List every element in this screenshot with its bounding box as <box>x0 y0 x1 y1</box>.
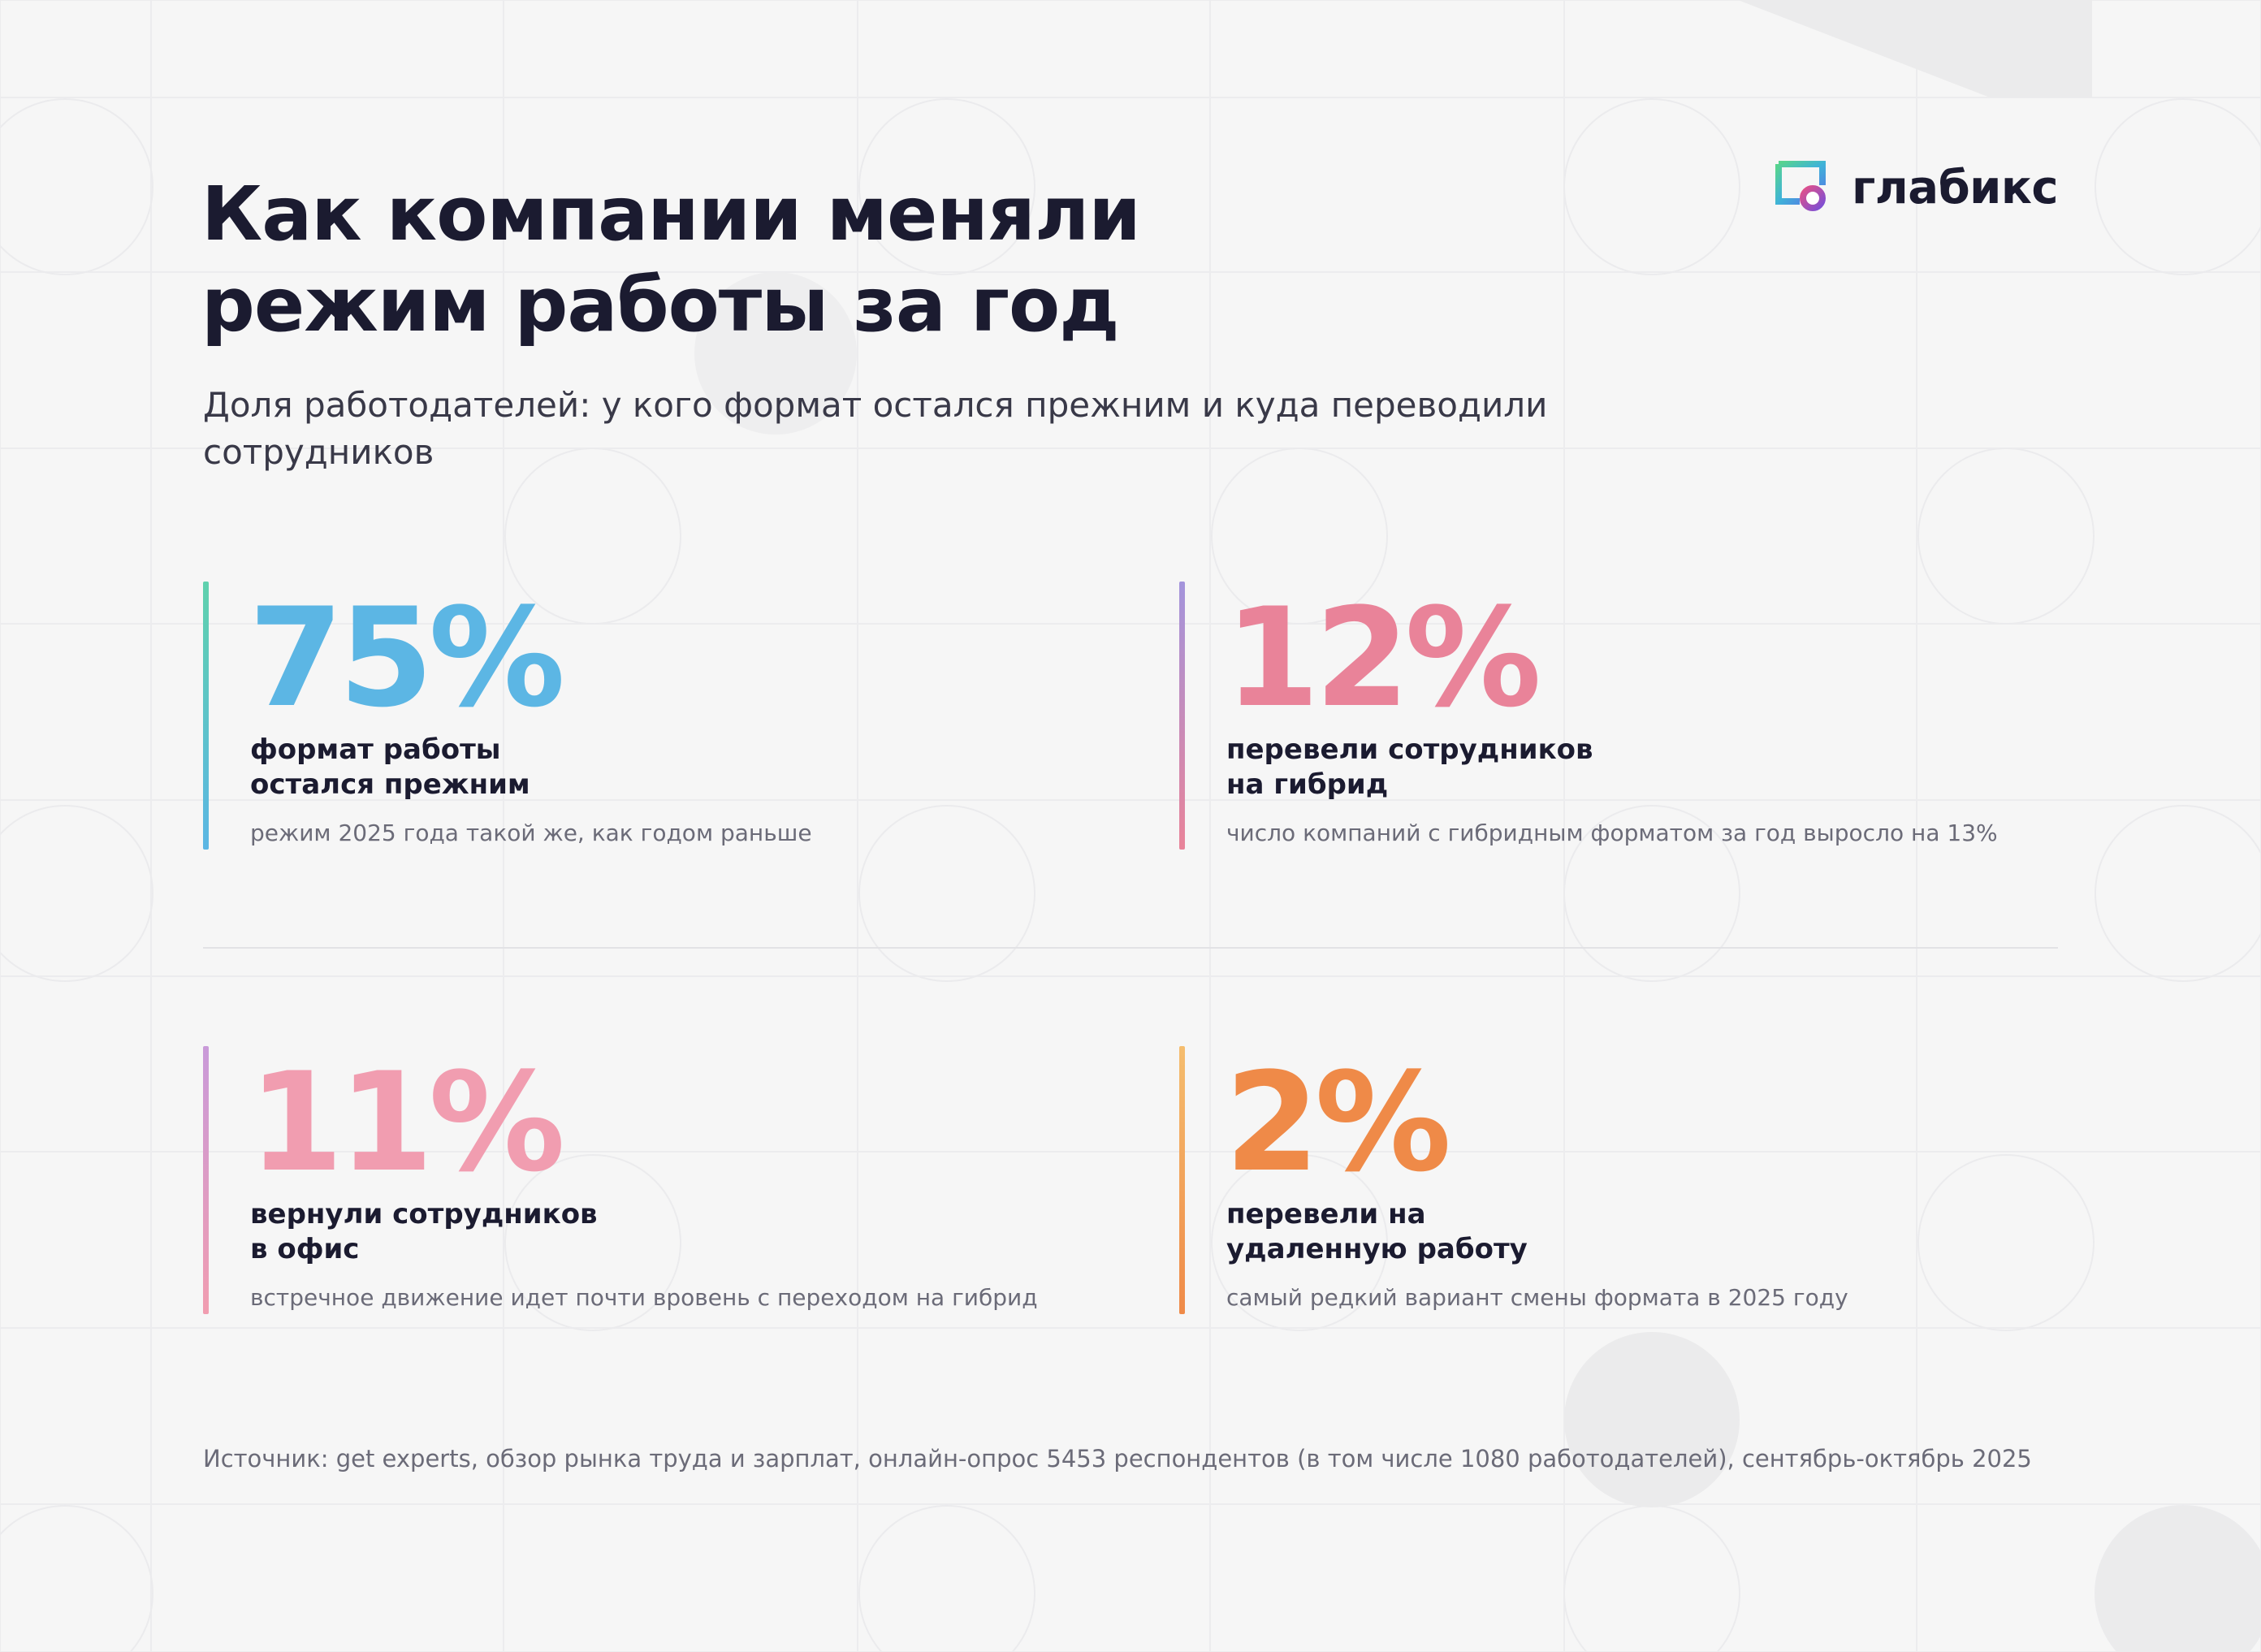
accent-bar <box>1179 582 1185 850</box>
page-title: Как компании меняли режим работы за год <box>201 169 1420 351</box>
brand-name: глабикс <box>1852 161 2059 214</box>
title-line-2: режим работы за год <box>201 262 1120 348</box>
grid-circle <box>1211 1154 1388 1331</box>
grid-circle <box>1563 98 1740 275</box>
source-note: Источник: get experts, обзор рынка труда… <box>203 1445 2032 1473</box>
grid-circle <box>504 448 681 625</box>
stat-label-line-1: вернули сотрудников <box>250 1198 598 1230</box>
accent-bar <box>1179 1046 1185 1314</box>
stat-value: 2% <box>1225 1043 1451 1202</box>
subtitle-line-1: Доля работодателей: у кого формат осталс… <box>203 385 1548 425</box>
stat-card-remote: 2% перевели на удаленную работу самый ре… <box>1179 1046 2105 1314</box>
grid-circle <box>0 1505 153 1652</box>
accent-bar <box>203 1046 209 1314</box>
grid-circle <box>858 1505 1035 1652</box>
stat-note: число компаний с гибридным форматом за г… <box>1226 820 1998 846</box>
grid-circle <box>2095 98 2261 275</box>
stat-card-hybrid: 12% перевели сотрудников на гибрид число… <box>1179 582 2105 850</box>
grid-circle <box>0 98 153 275</box>
stat-card-office: 11% вернули сотрудников в офис встречное… <box>203 1046 1129 1314</box>
subtitle-line-2: сотрудников <box>203 432 434 472</box>
stat-note: самый редкий вариант смены формата в 202… <box>1226 1284 1848 1311</box>
glabix-logo-icon <box>1775 161 1826 211</box>
stat-value: 75% <box>249 578 565 737</box>
grid-circle <box>1917 448 2095 625</box>
stat-note: встречное движение идет почти вровень с … <box>250 1284 1038 1311</box>
stat-card-unchanged: 75% формат работы остался прежним режим … <box>203 582 1129 850</box>
stat-label-line-2: в офис <box>250 1233 360 1265</box>
grid-circle <box>0 805 153 982</box>
stat-value: 12% <box>1225 578 1541 737</box>
brand-logo: глабикс <box>1775 159 2059 216</box>
section-divider <box>203 947 2058 949</box>
grid-circle <box>504 1154 681 1331</box>
title-line-1: Как компании меняли <box>201 171 1141 257</box>
accent-bar <box>203 582 209 850</box>
grid-circle <box>858 98 1035 275</box>
grid-circle <box>1211 448 1388 625</box>
stat-label: перевели на удаленную работу <box>1226 1197 2038 1267</box>
stat-label: вернули сотрудников в офис <box>250 1197 1062 1267</box>
grid-circle <box>1917 1154 2095 1331</box>
page-subtitle: Доля работодателей: у кого формат осталс… <box>203 382 1584 476</box>
stat-label-line-2: остался прежним <box>250 768 530 801</box>
stat-value: 11% <box>249 1043 565 1202</box>
stat-label-line-1: перевели на <box>1226 1198 1426 1230</box>
stat-label-line-2: на гибрид <box>1226 768 1389 801</box>
stat-label-line-2: удаленную работу <box>1226 1233 1528 1265</box>
stat-label-line-1: перевели сотрудников <box>1226 733 1593 766</box>
grid-circle <box>1563 805 1740 982</box>
stat-label: формат работы остался прежним <box>250 733 1062 802</box>
stat-note: режим 2025 года такой же, как годом рань… <box>250 820 812 846</box>
grid-circle <box>1563 1505 1740 1652</box>
grid-circle <box>2095 805 2261 982</box>
stat-label: перевели сотрудников на гибрид <box>1226 733 2038 802</box>
grid-circle <box>858 805 1035 982</box>
stat-label-line-1: формат работы <box>250 733 501 766</box>
